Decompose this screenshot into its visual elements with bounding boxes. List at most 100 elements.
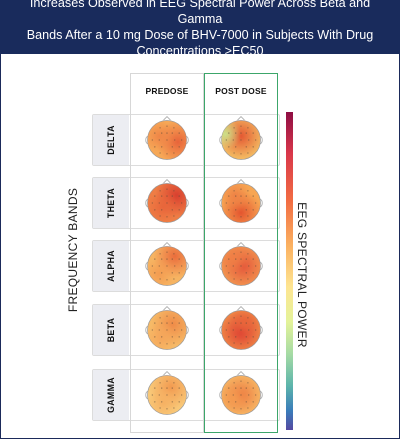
electrode-dot <box>235 258 237 260</box>
electrode-dot <box>252 258 254 260</box>
electrode-dot <box>159 190 161 192</box>
electrode-dot <box>245 272 247 274</box>
nose-marker <box>163 241 171 247</box>
title-line-3-ge-symbol: > <box>224 44 233 58</box>
electrode-dot <box>171 195 173 197</box>
electrode-dot <box>240 139 242 141</box>
electrode-dot <box>158 202 160 204</box>
electrode-dot <box>166 139 168 141</box>
electrode-dot <box>171 132 173 134</box>
electrode-dot <box>178 322 180 324</box>
electrode-dot <box>233 382 235 384</box>
band-tab: ALPHA <box>93 241 129 291</box>
electrode-dot <box>240 380 242 382</box>
band-label-alpha: ALPHA <box>106 250 116 282</box>
electrode-dot <box>171 272 173 274</box>
predose-column-header: PREDOSE <box>145 86 189 96</box>
electrode-dot <box>245 387 247 389</box>
electrode-dot <box>233 190 235 192</box>
band-tab: THETA <box>93 178 129 228</box>
electrode-dot <box>255 139 257 141</box>
electrode-dot <box>240 195 242 197</box>
electrode-dot <box>245 401 247 403</box>
electrode-dot <box>255 202 257 204</box>
topomap-beta-predose <box>141 304 193 356</box>
electrode-dot <box>166 153 168 155</box>
electrode-dot <box>228 322 230 324</box>
electrode-dot <box>248 139 250 141</box>
electrode-dot <box>154 401 156 403</box>
electrode-dot <box>233 253 235 255</box>
electrode-dot <box>158 265 160 267</box>
topomap-theta-predose <box>141 177 193 229</box>
electrode-dot <box>233 152 235 154</box>
electrode-dot <box>151 202 153 204</box>
electrode-dot <box>240 315 242 317</box>
electrode-dot <box>173 215 175 217</box>
electrode-dot <box>252 146 254 148</box>
electrode-dot <box>171 387 173 389</box>
band-label-theta: THETA <box>106 187 116 219</box>
electrode-dot <box>245 146 247 148</box>
electrode-dot <box>240 258 242 260</box>
electrode-dot <box>166 343 168 345</box>
electrode-dot <box>235 322 237 324</box>
electrode-dot <box>232 139 234 141</box>
electrode-dot <box>181 329 183 331</box>
electrode-dot <box>225 394 227 396</box>
electrode-dot <box>151 394 153 396</box>
electrode-dot <box>252 132 254 134</box>
electrode-dot <box>240 132 242 134</box>
electrode-dot <box>154 195 156 197</box>
electrode-dot <box>245 258 247 260</box>
electrode-dot <box>240 251 242 253</box>
electrode-dot <box>166 216 168 218</box>
electrode-dot <box>245 322 247 324</box>
electrode-dot <box>178 336 180 338</box>
topomap-alpha-predose <box>141 240 193 292</box>
topomap-alpha-postdose <box>215 240 267 292</box>
electrode-dot <box>166 315 168 317</box>
electrode-dot <box>247 407 249 409</box>
postdose-column-header: POST DOSE <box>215 86 267 96</box>
electrode-dot <box>235 132 237 134</box>
electrode-dot <box>178 258 180 260</box>
electrode-dot <box>240 153 242 155</box>
electrode-dot <box>247 317 249 319</box>
electrode-dot <box>252 336 254 338</box>
topomap-gamma-postdose <box>215 369 267 421</box>
band-tab: DELTA <box>93 115 129 165</box>
electrode-dot <box>151 265 153 267</box>
electrode-dot <box>255 265 257 267</box>
electrode-dot <box>225 329 227 331</box>
electrode-dot <box>178 132 180 134</box>
electrode-dot <box>173 278 175 280</box>
electrode-dot <box>228 146 230 148</box>
nose-marker <box>163 115 171 121</box>
electrode-dot <box>173 253 175 255</box>
electrode-dot <box>161 387 163 389</box>
electrode-dot <box>181 265 183 267</box>
nose-marker <box>237 178 245 184</box>
electrode-dot <box>158 139 160 141</box>
electrode-dot <box>178 387 180 389</box>
electrode-dot <box>228 209 230 211</box>
electrode-dot <box>247 342 249 344</box>
spectral-power-colorbar <box>286 112 293 430</box>
electrode-dot <box>228 195 230 197</box>
electrode-dot <box>173 190 175 192</box>
electrode-dot <box>255 329 257 331</box>
electrode-dot <box>159 382 161 384</box>
electrode-dot <box>240 265 242 267</box>
electrode-dot <box>161 322 163 324</box>
electrode-dot <box>154 209 156 211</box>
frequency-bands-axis-label: FREQUENCY BANDS <box>66 187 80 313</box>
electrode-dot <box>178 272 180 274</box>
electrode-dot <box>154 387 156 389</box>
electrode-dot <box>166 251 168 253</box>
electrode-dot <box>235 336 237 338</box>
electrode-dot <box>166 380 168 382</box>
electrode-dot <box>171 336 173 338</box>
electrode-dot <box>171 209 173 211</box>
electrode-dot <box>171 258 173 260</box>
